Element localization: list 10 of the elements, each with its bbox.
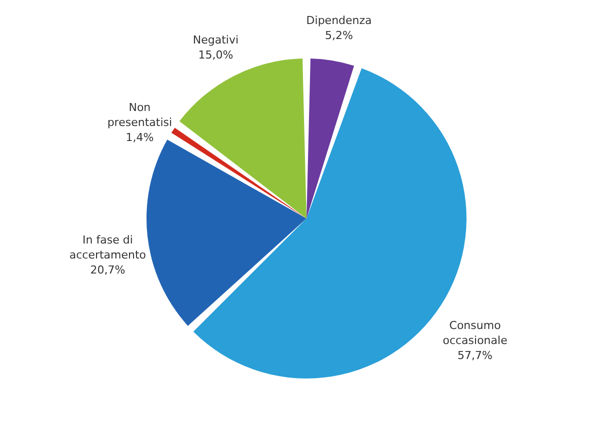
data-label: 1,4%	[126, 131, 154, 144]
data-label: 15,0%	[198, 48, 234, 62]
slice-label: In fase di accertamento	[69, 233, 146, 262]
data-label: 5,2%	[325, 29, 354, 42]
slice-label: Consumo occasionale	[442, 319, 508, 348]
data-label: 57,7%	[458, 349, 493, 362]
slice-label: Dipendenza	[306, 14, 372, 28]
slice-label: Non presentatisi	[107, 101, 172, 130]
data-label: 20,7%	[90, 263, 126, 276]
slice-label: Negativi	[192, 33, 239, 46]
